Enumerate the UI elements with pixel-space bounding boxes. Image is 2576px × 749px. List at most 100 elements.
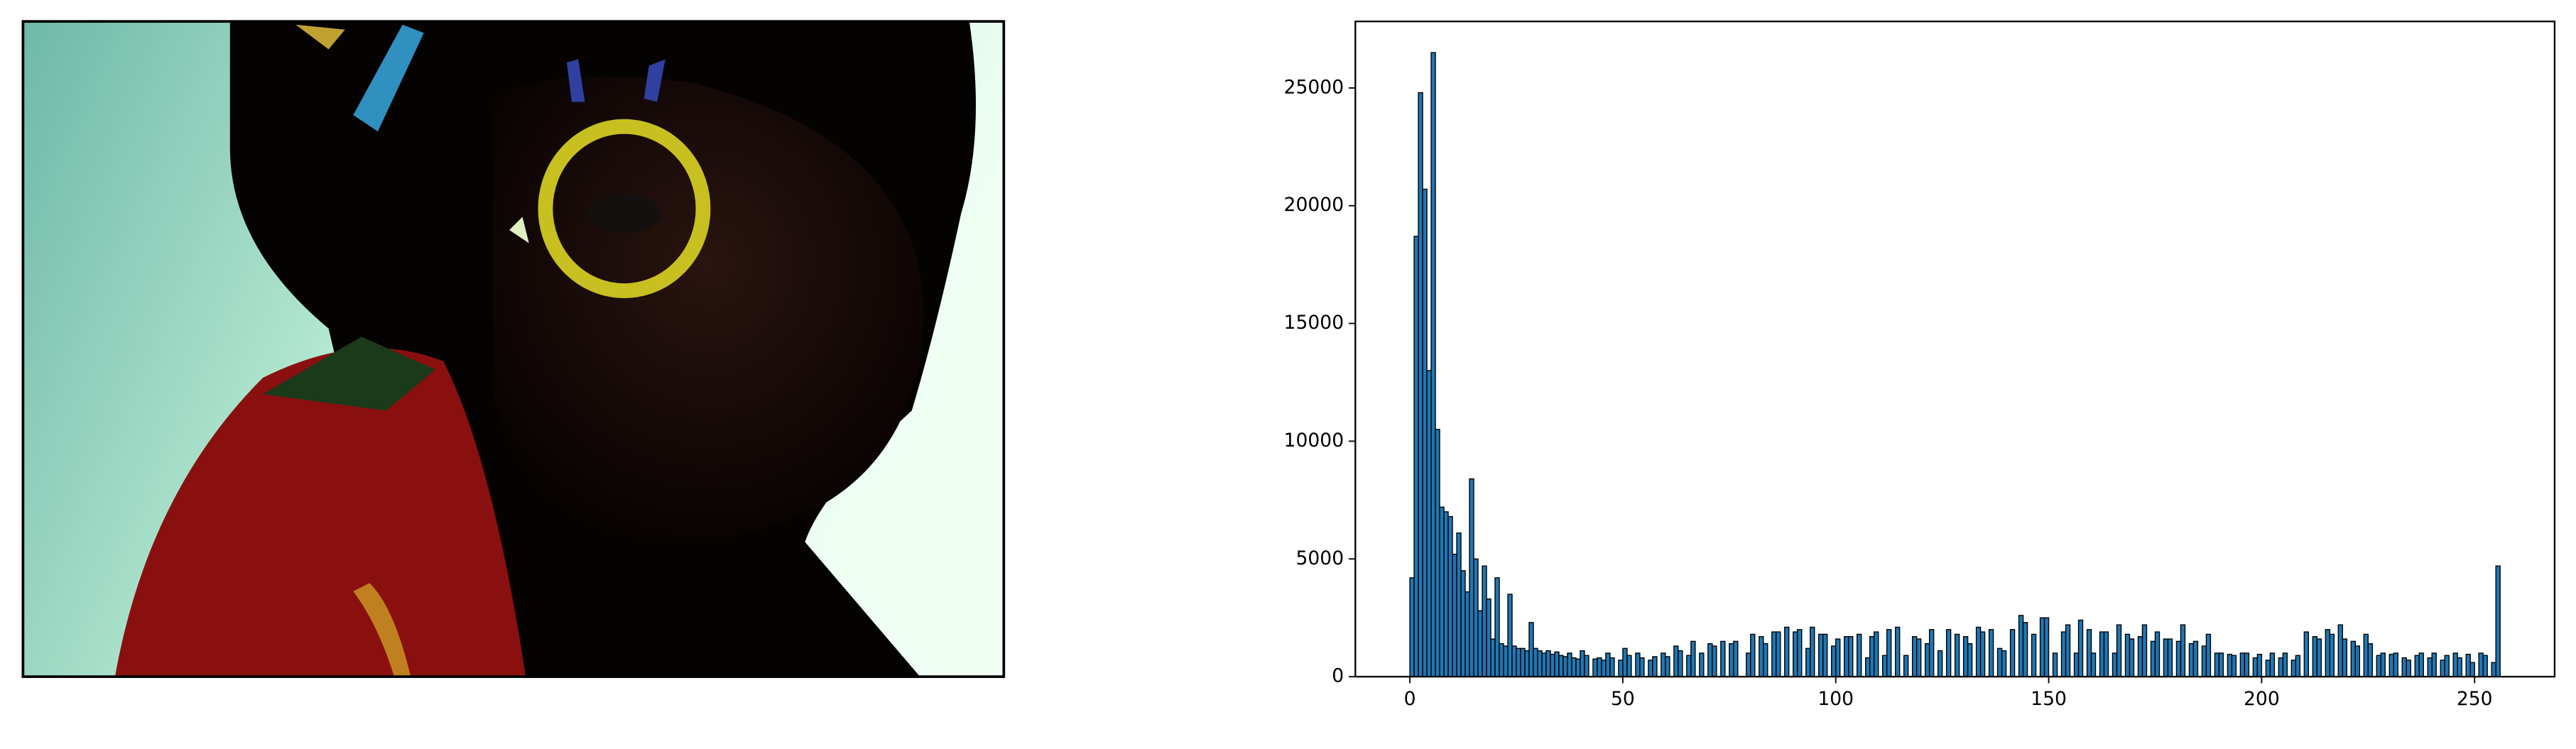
bar [1874, 631, 1879, 677]
bar [1996, 647, 2003, 677]
bar [1886, 629, 1892, 677]
bar [1447, 515, 1453, 677]
bar [1584, 655, 1589, 677]
bar [2018, 615, 2024, 677]
bar [1979, 631, 1986, 677]
bar [1686, 655, 1692, 677]
bar [2052, 652, 2058, 677]
photo [23, 21, 1004, 677]
bar [1418, 92, 1423, 677]
bar [2218, 652, 2224, 677]
bar [2457, 657, 2462, 677]
bar [1831, 645, 1837, 677]
bar [1524, 650, 1530, 677]
bar [1729, 643, 1734, 677]
bar [1894, 626, 1901, 677]
bar [1857, 633, 1862, 677]
bar [1435, 429, 1440, 677]
bar [2192, 640, 2199, 677]
bar [1882, 655, 1888, 677]
bar [2354, 645, 2360, 677]
bar [2295, 655, 2301, 677]
bar [2401, 657, 2407, 677]
bar [2265, 660, 2271, 677]
bar [2073, 652, 2080, 677]
bar [1822, 633, 1828, 677]
bar [2124, 633, 2131, 677]
bar [2491, 662, 2496, 677]
bar [2269, 652, 2276, 677]
bar [1456, 532, 1462, 677]
bar [1635, 652, 1641, 677]
bar [1915, 638, 1922, 677]
bar [1746, 652, 1751, 677]
bar [1848, 636, 1854, 677]
bar [1626, 655, 1632, 677]
bar [2427, 657, 2433, 677]
bar [1835, 638, 1841, 677]
bar [1652, 656, 1658, 677]
bar [2282, 652, 2288, 677]
bar [2325, 629, 2331, 677]
bar [2312, 636, 2318, 677]
bar [2256, 653, 2263, 677]
y-tick-label: 20000 [1284, 194, 1344, 216]
bar [1648, 660, 1653, 677]
bar [2252, 657, 2259, 677]
bar [1575, 658, 1581, 677]
x-tick-label: 50 [1611, 688, 1635, 710]
y-tick-label: 15000 [1284, 312, 1344, 334]
bar [1962, 636, 1969, 677]
bar [2465, 653, 2471, 677]
bar [2001, 650, 2007, 677]
bar [2342, 638, 2347, 677]
bar [2406, 660, 2411, 677]
bar [2103, 631, 2109, 677]
y-tick-label: 10000 [1284, 430, 1344, 452]
bar [1528, 622, 1534, 677]
bar [2227, 653, 2233, 677]
bar [1443, 511, 1449, 677]
bar [1678, 650, 1683, 677]
bar [1473, 558, 1479, 677]
bar [2418, 652, 2424, 677]
bar [1592, 658, 1598, 677]
bar [1763, 643, 1768, 677]
bar [1554, 651, 1560, 677]
y-tick-label: 25000 [1284, 76, 1344, 98]
bar [1516, 647, 1521, 677]
bar [1605, 652, 1611, 677]
bar [2205, 633, 2212, 677]
bar [2367, 643, 2373, 677]
bar [1541, 652, 1547, 677]
bar [1759, 636, 1764, 677]
bar [2141, 624, 2148, 677]
bar [2116, 624, 2122, 677]
bar [2039, 617, 2045, 677]
bar [2350, 640, 2356, 677]
bar [1430, 52, 1436, 677]
bar [2431, 652, 2437, 677]
bar [1460, 570, 1466, 677]
x-tick-label: 150 [2031, 688, 2067, 710]
bar [1805, 647, 1811, 677]
bar [2440, 660, 2445, 677]
bar [1945, 629, 1952, 677]
bar [1545, 650, 1551, 677]
bar [2478, 652, 2484, 677]
bar [2290, 660, 2297, 677]
bar [1699, 652, 1705, 677]
bar [1469, 478, 1474, 677]
bar [2022, 622, 2028, 677]
bar [1784, 626, 1790, 677]
bar [1750, 633, 1756, 677]
bar [2303, 631, 2310, 677]
bar [2482, 655, 2488, 677]
bar [1490, 638, 1496, 677]
bar [2239, 652, 2246, 677]
bar [1810, 626, 1815, 677]
bar [1911, 636, 1918, 677]
bar [2009, 629, 2016, 677]
x-tick-label: 100 [1817, 688, 1854, 710]
bar [1503, 645, 1509, 677]
